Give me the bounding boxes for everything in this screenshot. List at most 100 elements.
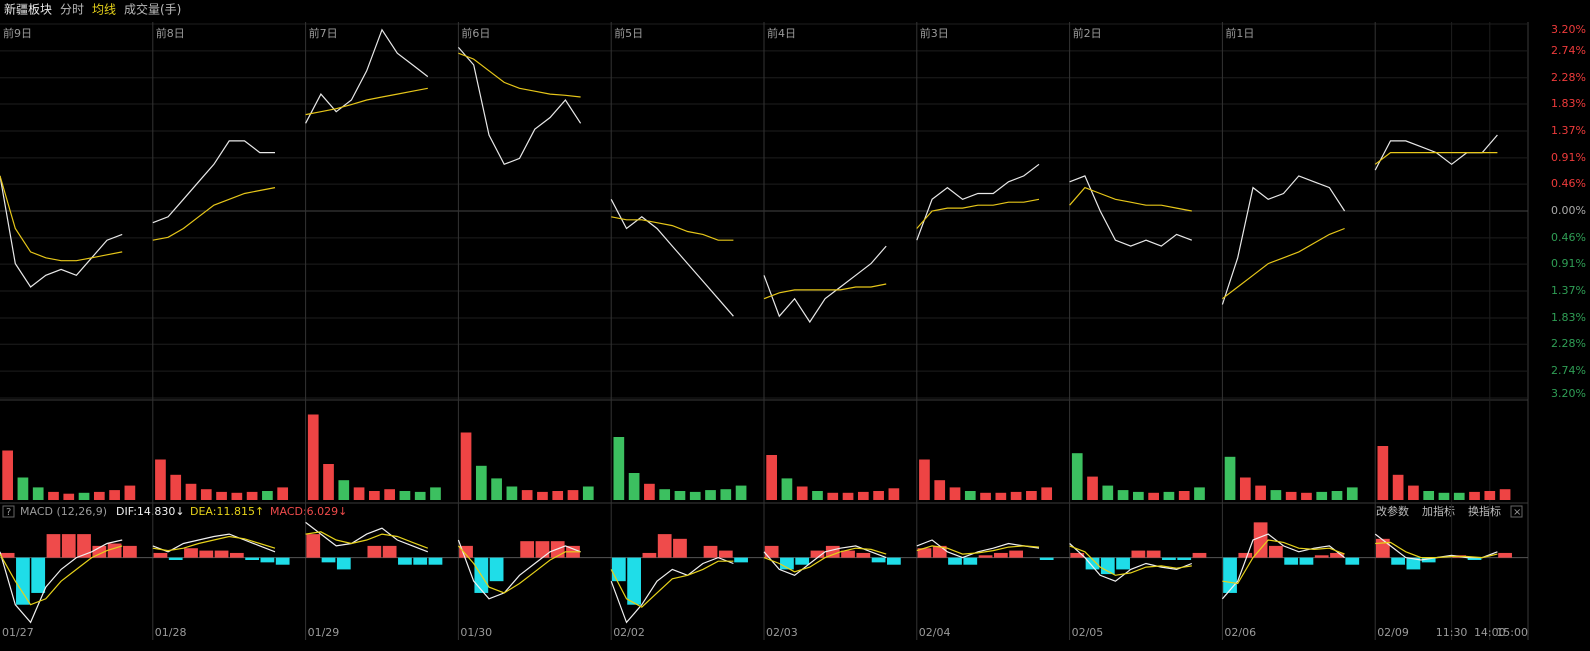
help-button[interactable] <box>2 505 15 518</box>
volume-bar <box>32 487 44 500</box>
volume-bar <box>17 477 29 500</box>
macd-bar <box>1070 552 1085 558</box>
macd-bar <box>229 552 244 558</box>
volume-bar <box>1469 491 1480 500</box>
x-tick-label: 01/29 <box>308 626 340 639</box>
volume-bar <box>262 491 273 500</box>
macd-bar <box>887 557 901 565</box>
volume-bar <box>1041 487 1053 500</box>
x-tick-label: 01/27 <box>2 626 34 639</box>
volume-bar <box>475 465 487 500</box>
macd-bar <box>993 552 1008 558</box>
volume-bar <box>812 491 823 500</box>
volume-bar <box>246 491 258 500</box>
volume-bar <box>1377 446 1389 500</box>
volume-bar <box>873 491 884 500</box>
close-button[interactable] <box>1510 505 1523 518</box>
macd-bar <box>382 545 397 558</box>
volume-bar <box>674 491 686 500</box>
day-label: 前8日 <box>156 26 185 40</box>
tab[interactable]: 成交量(手) <box>124 2 181 17</box>
macd-bar <box>1314 555 1329 558</box>
macd-bar <box>1269 545 1283 558</box>
x-tick-label: 02/05 <box>1072 626 1104 639</box>
macd-bar <box>0 552 15 558</box>
button[interactable]: 换指标 <box>1468 504 1501 518</box>
volume-bar <box>567 490 579 500</box>
indicator: MACD:6.029↓ <box>270 505 347 518</box>
volume-bar <box>827 492 839 500</box>
volume-bar <box>506 486 518 500</box>
y-tick-label: 0.00% <box>1551 204 1586 217</box>
volume-bar <box>399 491 411 500</box>
macd-bar <box>16 557 30 605</box>
macd-bar <box>413 557 428 565</box>
volume-bar <box>1270 490 1282 500</box>
volume-bar <box>1316 491 1328 500</box>
volume-bar <box>1117 490 1129 500</box>
volume-bar <box>1423 491 1435 500</box>
volume-bar <box>1010 491 1022 500</box>
y-tick-label: 1.83% <box>1551 97 1586 110</box>
macd-bar <box>1131 550 1146 558</box>
volume-bar <box>980 492 991 500</box>
volume-bar <box>1148 492 1159 500</box>
header-title: 新疆板块 <box>4 2 52 17</box>
volume-bar <box>735 485 747 500</box>
macd-bar <box>1009 550 1023 558</box>
y-tick-label: 2.28% <box>1551 71 1586 84</box>
button[interactable]: 改参数 <box>1376 504 1409 518</box>
volume-bar <box>155 459 166 500</box>
macd-bar <box>168 557 183 560</box>
volume-bar <box>1408 485 1419 500</box>
volume-bar <box>995 492 1007 500</box>
volume-bar <box>1331 491 1343 500</box>
macd-bar <box>321 557 336 563</box>
volume-bar <box>919 459 930 500</box>
macd-bar <box>199 550 214 558</box>
x-tick-label: 15:00 <box>1496 626 1528 639</box>
tab[interactable]: 均线 <box>92 3 116 17</box>
volume-bar <box>78 492 90 500</box>
macd-bar <box>932 545 947 558</box>
macd-bar <box>1116 557 1130 570</box>
volume-bar <box>705 490 716 500</box>
macd-bar <box>734 557 748 563</box>
volume-bar <box>949 487 961 500</box>
day-label: 前7日 <box>309 26 338 40</box>
y-tick-label: 1.83% <box>1551 311 1586 324</box>
macd-bar <box>657 534 672 558</box>
volume-bar <box>582 486 594 500</box>
macd-bar <box>1177 557 1192 560</box>
macd-bar <box>703 545 718 558</box>
macd-bar <box>1498 552 1512 558</box>
volume-bar <box>353 487 365 500</box>
volume-bar <box>781 478 793 500</box>
macd-bar <box>398 557 412 565</box>
volume-bar <box>1453 492 1465 500</box>
volume-bar <box>338 480 350 500</box>
line <box>0 521 1498 624</box>
macd-bar <box>1253 522 1268 558</box>
macd-bar <box>1085 557 1100 570</box>
button[interactable]: 加指标 <box>1422 504 1455 518</box>
macd-bar <box>627 557 641 605</box>
volume-bar <box>93 491 105 500</box>
macd-bar <box>1421 557 1436 563</box>
y-tick-label: 0.91% <box>1551 151 1586 164</box>
volume-bar <box>552 491 564 500</box>
macd-bar <box>673 538 687 558</box>
volume-bar <box>323 464 334 500</box>
tab[interactable]: 分时 <box>60 3 84 17</box>
line <box>0 531 1498 608</box>
macd-bar <box>77 534 91 558</box>
volume-bar <box>1346 487 1358 500</box>
macd-bar <box>153 552 168 558</box>
macd-bar <box>275 557 290 565</box>
y-tick-label: 1.37% <box>1551 124 1586 137</box>
macd-bar <box>780 557 794 570</box>
macd-bar <box>1146 550 1161 558</box>
x-tick-label: 02/04 <box>919 626 951 639</box>
volume-bar <box>796 486 808 500</box>
macd-bar <box>642 552 657 558</box>
